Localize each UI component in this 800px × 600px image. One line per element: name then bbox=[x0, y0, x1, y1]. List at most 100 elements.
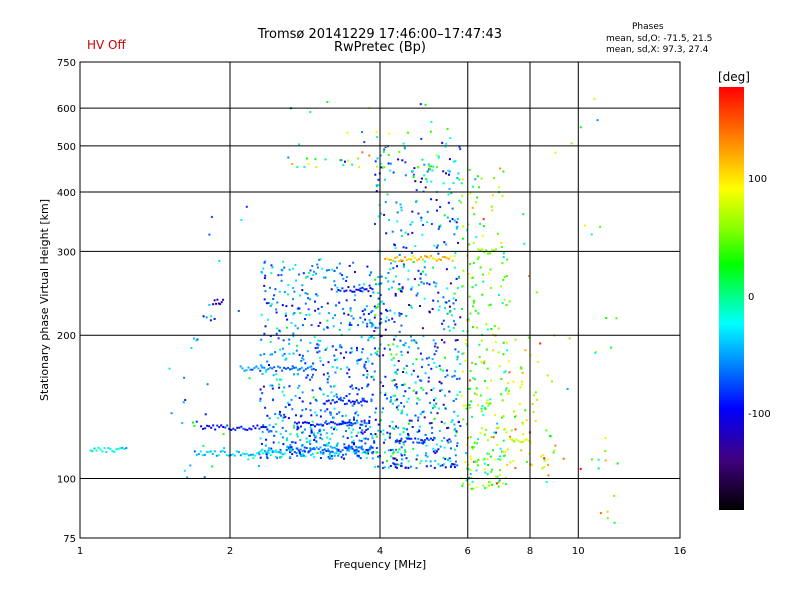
scatter-point bbox=[398, 283, 401, 286]
scatter-point bbox=[335, 400, 338, 403]
scatter-point bbox=[424, 103, 427, 106]
scatter-point bbox=[342, 277, 345, 280]
scatter-point bbox=[394, 260, 397, 263]
scatter-point bbox=[405, 246, 408, 249]
scatter-point bbox=[605, 317, 608, 319]
scatter-point bbox=[486, 399, 489, 402]
scatter-point bbox=[287, 417, 290, 420]
scatter-point bbox=[323, 444, 326, 447]
scatter-point bbox=[448, 329, 451, 332]
scatter-point bbox=[433, 399, 435, 402]
scatter-point bbox=[349, 321, 352, 324]
scatter-point bbox=[436, 209, 438, 212]
scatter-point bbox=[222, 426, 225, 428]
scatter-point bbox=[613, 494, 616, 497]
scatter-point bbox=[395, 386, 398, 389]
scatter-point bbox=[543, 457, 546, 460]
scatter-point bbox=[499, 455, 502, 458]
scatter-point bbox=[472, 305, 475, 308]
scatter-point bbox=[430, 411, 433, 414]
scatter-point bbox=[486, 439, 489, 442]
scatter-point bbox=[348, 393, 351, 395]
scatter-point bbox=[367, 360, 370, 363]
scatter-point bbox=[541, 467, 544, 470]
scatter-point bbox=[361, 321, 364, 324]
scatter-point bbox=[423, 260, 426, 263]
scatter-point bbox=[306, 275, 309, 278]
scatter-point bbox=[464, 461, 467, 464]
scatter-point bbox=[402, 259, 405, 262]
scatter-point bbox=[497, 327, 500, 330]
scatter-point bbox=[489, 455, 492, 458]
scatter-point bbox=[478, 186, 480, 189]
scatter-point bbox=[508, 389, 510, 392]
scatter-point bbox=[336, 358, 338, 361]
scatter-point bbox=[262, 385, 265, 388]
scatter-point bbox=[426, 221, 429, 224]
scatter-point bbox=[389, 348, 391, 351]
scatter-point bbox=[371, 362, 374, 365]
scatter-point bbox=[356, 449, 359, 452]
scatter-point bbox=[391, 379, 394, 382]
scatter-point bbox=[398, 439, 401, 442]
scatter-point bbox=[400, 206, 403, 209]
scatter-point bbox=[299, 448, 302, 451]
scatter-point bbox=[494, 458, 497, 461]
scatter-point bbox=[284, 312, 287, 315]
scatter-point bbox=[325, 432, 328, 435]
scatter-point bbox=[403, 405, 406, 408]
scatter-point bbox=[396, 255, 399, 258]
scatter-point bbox=[311, 389, 314, 392]
scatter-point bbox=[353, 271, 356, 273]
scatter-point bbox=[391, 448, 394, 451]
scatter-point bbox=[349, 309, 352, 312]
scatter-point bbox=[351, 404, 354, 407]
scatter-point bbox=[334, 359, 337, 362]
scatter-point bbox=[302, 324, 304, 327]
scatter-point bbox=[604, 450, 607, 453]
scatter-point bbox=[394, 463, 397, 466]
scatter-point bbox=[342, 435, 345, 438]
scatter-point bbox=[319, 415, 322, 418]
scatter-point bbox=[456, 358, 459, 361]
scatter-point bbox=[421, 358, 424, 361]
scatter-point bbox=[597, 467, 600, 470]
scatter-point bbox=[486, 486, 488, 489]
scatter-point bbox=[453, 255, 456, 258]
scatter-point bbox=[325, 347, 328, 350]
scatter-point bbox=[277, 337, 280, 340]
scatter-point bbox=[269, 429, 272, 432]
scatter-point bbox=[401, 458, 404, 461]
scatter-point bbox=[327, 441, 330, 444]
scatter-point bbox=[452, 326, 455, 329]
scatter-point bbox=[292, 267, 295, 270]
scatter-point bbox=[324, 158, 327, 161]
scatter-point bbox=[388, 425, 391, 428]
scatter-point bbox=[420, 137, 423, 140]
scatter-point bbox=[499, 447, 502, 450]
scatter-point bbox=[419, 352, 422, 355]
scatter-point bbox=[452, 160, 455, 163]
scatter-point bbox=[465, 479, 468, 482]
scatter-point bbox=[259, 449, 262, 452]
scatter-point bbox=[487, 452, 490, 455]
scatter-point bbox=[318, 356, 321, 359]
scatter-point bbox=[365, 288, 368, 291]
scatter-point bbox=[321, 449, 324, 452]
scatter-point bbox=[319, 433, 322, 436]
scatter-point bbox=[506, 448, 509, 451]
scatter-point bbox=[287, 401, 289, 404]
scatter-point bbox=[419, 413, 422, 416]
scatter-point bbox=[293, 366, 295, 369]
scatter-point bbox=[486, 367, 489, 370]
scatter-point bbox=[351, 400, 354, 403]
scatter-point bbox=[497, 458, 500, 461]
scatter-point bbox=[475, 460, 478, 463]
scatter-point bbox=[449, 220, 451, 223]
scatter-point bbox=[370, 398, 373, 401]
scatter-point bbox=[432, 387, 435, 390]
scatter-point bbox=[604, 437, 607, 440]
scatter-point bbox=[363, 419, 366, 422]
scatter-point bbox=[298, 273, 300, 276]
scatter-point bbox=[483, 462, 486, 465]
